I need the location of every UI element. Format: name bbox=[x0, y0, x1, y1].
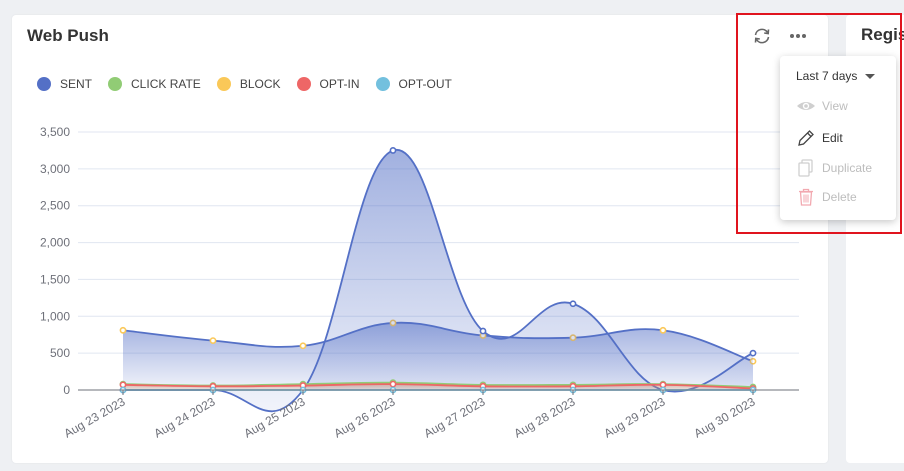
more-horizontal-icon[interactable] bbox=[788, 26, 810, 46]
data-point-sent bbox=[569, 300, 577, 308]
y-tick-label: 1,000 bbox=[40, 309, 70, 323]
legend-label: SENT bbox=[60, 77, 93, 91]
legend-swatch bbox=[37, 77, 51, 91]
data-point-block bbox=[659, 326, 667, 334]
legend-item-opt-in[interactable]: OPT-IN bbox=[296, 77, 360, 91]
series-line-sent bbox=[123, 149, 754, 413]
caret-down-icon bbox=[865, 73, 876, 79]
period-select[interactable]: Last 7 days bbox=[796, 69, 876, 83]
legend-label: OPT-OUT bbox=[398, 77, 452, 91]
legend-swatch bbox=[108, 77, 123, 91]
x-tick-label: Aug 24 2023 bbox=[152, 394, 218, 440]
y-tick-label: 2,000 bbox=[40, 236, 70, 250]
menu-item-label: Delete bbox=[822, 190, 857, 204]
legend-label: CLICK RATE bbox=[131, 77, 201, 91]
data-point-block bbox=[299, 342, 307, 350]
y-tick-label: 2,500 bbox=[40, 199, 70, 213]
menu-item-delete[interactable]: Delete bbox=[796, 187, 857, 207]
pencil-icon bbox=[796, 128, 816, 148]
data-point-block bbox=[209, 337, 217, 345]
chart-legend: SENT CLICK RATE BLOCK OPT-IN OPT-OUT bbox=[37, 77, 468, 91]
menu-item-label: Edit bbox=[822, 131, 843, 145]
next-card-title: Regis bbox=[861, 25, 904, 44]
menu-item-view[interactable]: View bbox=[796, 96, 848, 116]
options-menu: Last 7 days View Edit Duplicat bbox=[780, 56, 896, 220]
x-tick-label: Aug 29 2023 bbox=[602, 394, 668, 440]
menu-item-label: Duplicate bbox=[822, 161, 873, 175]
data-point-sent bbox=[749, 349, 757, 357]
x-tick-label: Aug 30 2023 bbox=[692, 394, 758, 440]
refresh-icon[interactable] bbox=[751, 25, 773, 47]
card-title: Web Push bbox=[27, 26, 109, 45]
legend-swatch bbox=[296, 77, 311, 91]
menu-item-edit[interactable]: Edit bbox=[796, 128, 843, 148]
legend-item-block[interactable]: BLOCK bbox=[216, 77, 281, 91]
x-tick-label: Aug 28 2023 bbox=[512, 394, 578, 440]
trash-icon bbox=[796, 187, 816, 207]
legend-item-sent[interactable]: SENT bbox=[37, 77, 92, 91]
period-select-value: Last 7 days bbox=[796, 69, 858, 83]
y-tick-label: 500 bbox=[50, 346, 70, 360]
menu-item-label: View bbox=[822, 99, 848, 113]
y-tick-label: 3,000 bbox=[40, 162, 70, 176]
data-point-block bbox=[119, 326, 127, 334]
series-area-sent bbox=[123, 149, 753, 412]
x-tick-label: Aug 23 2023 bbox=[62, 394, 128, 440]
series-line-opt-in bbox=[122, 383, 754, 390]
x-tick-label: Aug 27 2023 bbox=[422, 394, 488, 440]
data-point-opt-in bbox=[389, 380, 397, 388]
menu-item-duplicate[interactable]: Duplicate bbox=[796, 158, 872, 178]
eye-icon bbox=[796, 96, 816, 116]
y-tick-label: 0 bbox=[63, 383, 70, 397]
copy-icon bbox=[796, 158, 816, 178]
data-point-sent bbox=[479, 327, 487, 335]
x-tick-label: Aug 26 2023 bbox=[332, 394, 398, 440]
legend-swatch bbox=[216, 77, 231, 91]
series-area-opt-in bbox=[123, 384, 753, 390]
legend-item-click-rate[interactable]: CLICK RATE bbox=[108, 77, 201, 91]
y-tick-label: 3,500 bbox=[40, 125, 70, 139]
data-point-sent bbox=[389, 147, 397, 154]
legend-label: OPT-IN bbox=[319, 77, 360, 91]
y-tick-label: 1,500 bbox=[40, 272, 70, 286]
legend-swatch bbox=[375, 77, 390, 91]
legend-label: BLOCK bbox=[239, 77, 281, 91]
legend-item-opt-out[interactable]: OPT-OUT bbox=[375, 77, 452, 91]
